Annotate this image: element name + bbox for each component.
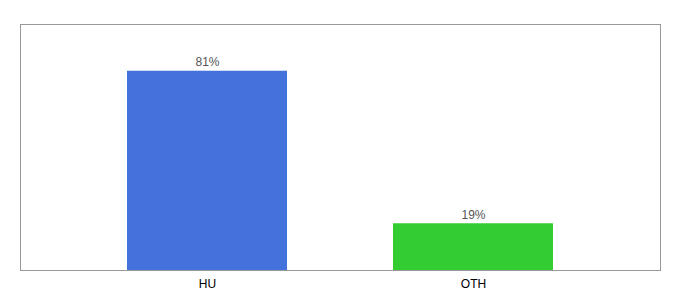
svg-text:19%: 19% — [461, 208, 485, 222]
svg-text:81%: 81% — [195, 55, 219, 69]
svg-text:OTH: OTH — [461, 277, 486, 291]
svg-text:HU: HU — [199, 277, 216, 291]
